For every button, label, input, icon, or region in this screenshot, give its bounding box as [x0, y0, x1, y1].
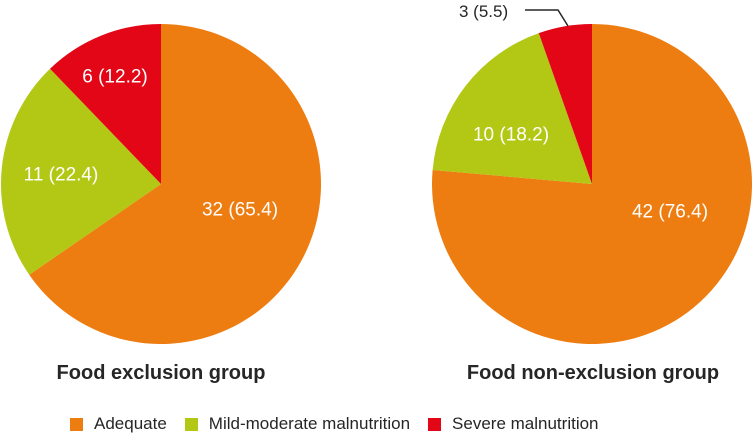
legend-item-mild-moderate: Mild-moderate malnutrition — [184, 414, 411, 434]
pie-title-food-non-exclusion: Food non-exclusion group — [466, 362, 720, 384]
pie-slice — [1, 68, 161, 275]
legend-label-mild-moderate: Mild-moderate malnutrition — [208, 414, 411, 433]
legend-item-adequate: Adequate — [70, 414, 167, 434]
legend-label-severe: Severe malnutrition — [452, 414, 599, 433]
slice-label-mild-moderate-left: 11 (22.4) — [23, 164, 99, 186]
pie-slice — [432, 24, 752, 344]
slice-label-adequate-left: 32 (65.4) — [201, 199, 279, 221]
pie-slice — [29, 24, 321, 344]
pie-chart-food-exclusion — [1, 24, 321, 344]
slice-label-severe-right: 3 (5.5) — [459, 2, 509, 21]
legend-label-adequate: Adequate — [94, 414, 167, 433]
legend-swatch-adequate-icon — [70, 417, 83, 431]
slice-label-adequate-right: 42 (76.4) — [631, 201, 709, 223]
legend-item-severe: Severe malnutrition — [428, 414, 599, 434]
pie-slice — [50, 24, 161, 184]
pie-slice — [538, 24, 592, 184]
legend-swatch-severe-icon — [428, 417, 442, 431]
legend: Adequate Mild-moderate malnutrition Seve… — [70, 414, 599, 434]
pie-chart-food-non-exclusion — [432, 24, 752, 344]
pie-slice — [432, 33, 592, 185]
slice-label-mild-moderate-right: 10 (18.2) — [472, 124, 550, 146]
legend-swatch-mild-moderate-icon — [184, 417, 198, 431]
pie-title-food-exclusion: Food exclusion group — [56, 362, 266, 384]
slice-label-severe-left: 6 (12.2) — [82, 66, 148, 88]
